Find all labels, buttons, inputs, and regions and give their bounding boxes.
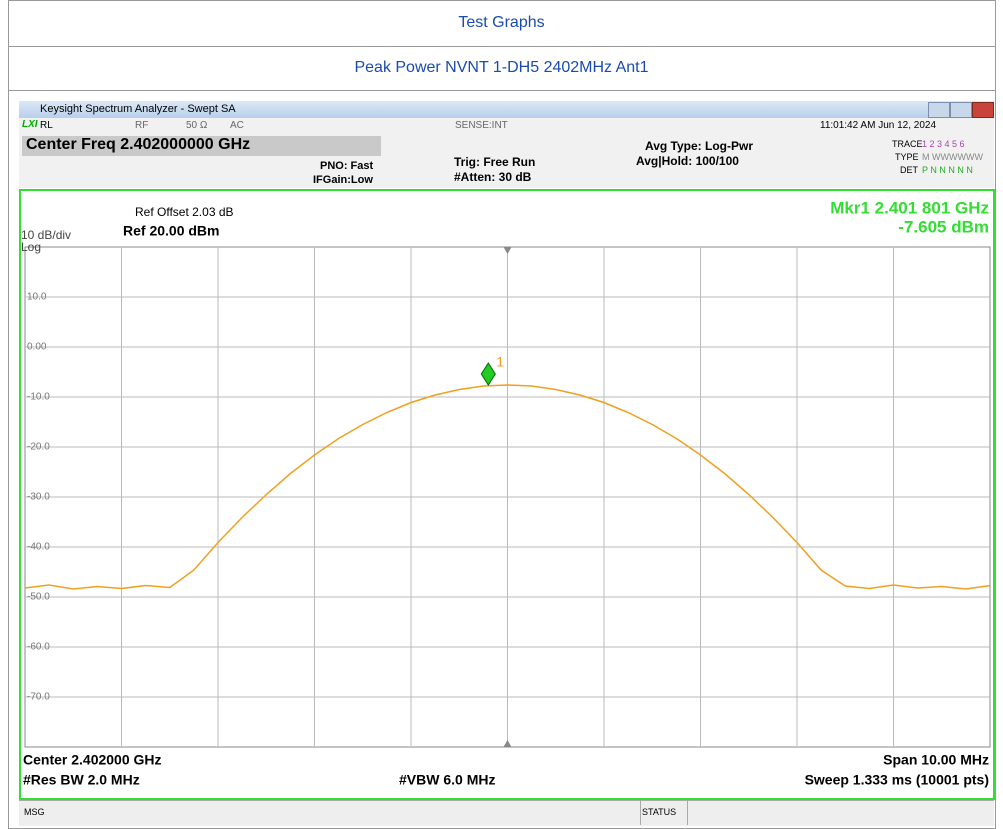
scale: 10 dB/div xyxy=(21,228,71,242)
page-subtitle: Peak Power NVNT 1-DH5 2402MHz Ant1 xyxy=(354,59,649,76)
msg: MSG xyxy=(24,807,45,817)
marker-freq: Mkr1 2.401 801 GHz xyxy=(830,198,989,217)
plot: 10.0 0.00 -10.0 -20.0 -30.0 -40.0 -50.0 -60.0 -7… xyxy=(19,189,995,800)
center-marker-top xyxy=(503,247,512,254)
avg-hold: Avg|Hold: 100/100 xyxy=(636,154,739,168)
footer-span: Span 10.00 MHz xyxy=(883,752,989,768)
y-tick-label: -20.0 xyxy=(27,442,50,453)
det-val: P N N N N N xyxy=(922,165,973,175)
status: STATUS xyxy=(642,807,677,817)
marker-amp: -7.605 dBm xyxy=(898,217,989,236)
footer-sweep: Sweep 1.333 ms (10001 pts) xyxy=(805,772,989,788)
y-tick-label: -70.0 xyxy=(27,692,50,703)
type-label: TYPE xyxy=(895,152,919,162)
avg-type: Avg Type: Log-Pwr xyxy=(645,139,753,153)
y-tick-label: -60.0 xyxy=(27,642,50,653)
coupling: AC xyxy=(230,120,244,131)
title-bar xyxy=(19,101,994,118)
subtitle-cell xyxy=(8,45,996,91)
sense: SENSE:INT xyxy=(455,120,508,131)
datetime: 11:01:42 AM Jun 12, 2024 xyxy=(820,120,937,131)
impedance: 50 Ω xyxy=(186,120,208,131)
det-label: DET xyxy=(900,165,918,175)
close-button[interactable] xyxy=(972,102,994,118)
footer-res-bw: #Res BW 2.0 MHz xyxy=(23,772,140,788)
window-title: Keysight Spectrum Analyzer - Swept SA xyxy=(40,103,236,115)
maximize-button[interactable] xyxy=(950,102,972,118)
marker xyxy=(480,362,496,386)
page-title: Test Graphs xyxy=(458,14,545,31)
y-tick-label: 0.00 xyxy=(27,342,47,353)
lxi: LXI xyxy=(22,119,38,130)
message-bar xyxy=(19,800,994,826)
footer-center: Center 2.402000 GHz xyxy=(23,752,162,768)
ref-offset: Ref Offset 2.03 dB xyxy=(135,205,234,219)
y-tick-label: -50.0 xyxy=(27,592,50,603)
ifgain: IFGain:Low xyxy=(313,174,373,186)
status-box xyxy=(640,800,688,825)
y-tick-label: -40.0 xyxy=(27,542,50,553)
marker-label: 1 xyxy=(496,354,504,370)
footer-vbw: #VBW 6.0 MHz xyxy=(399,772,495,788)
rl: RL xyxy=(40,120,53,131)
pno: PNO: Fast xyxy=(320,160,374,172)
scale-type: Log xyxy=(21,240,41,254)
y-tick-label: -30.0 xyxy=(27,492,50,503)
type-val: M WWWWWW xyxy=(922,152,983,162)
trig: Trig: Free Run xyxy=(454,155,536,169)
center-freq[interactable]: Center Freq 2.402000000 GHz xyxy=(22,136,381,156)
atten: #Atten: 30 dB xyxy=(454,170,532,184)
center-marker-bottom xyxy=(503,740,512,747)
title-cell xyxy=(8,0,996,47)
trace-label: TRACE xyxy=(892,139,923,149)
trace-nums: 1 2 3 4 5 6 xyxy=(922,139,965,149)
minimize-button[interactable] xyxy=(928,102,950,118)
trace xyxy=(24,384,991,590)
y-tick-label: 10.0 xyxy=(27,292,47,303)
ref-level: Ref 20.00 dBm xyxy=(123,223,219,239)
rf: RF xyxy=(135,120,149,131)
y-tick-label: -10.0 xyxy=(27,392,50,403)
